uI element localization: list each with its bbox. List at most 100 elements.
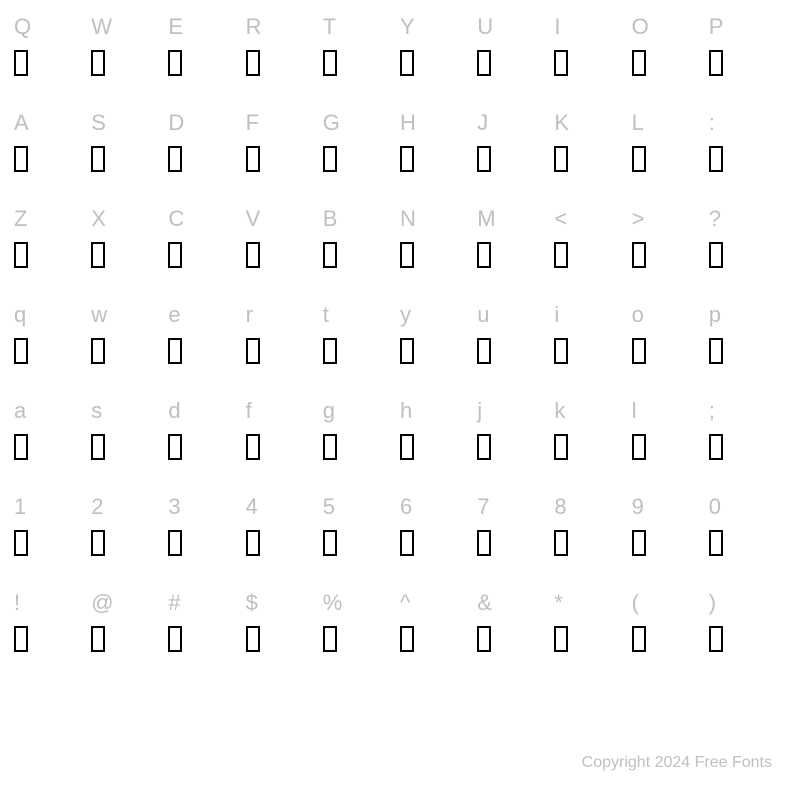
char-label: 5: [323, 496, 335, 520]
char-label: *: [554, 592, 563, 616]
char-cell: 4: [246, 496, 323, 556]
char-cell: 3: [168, 496, 245, 556]
glyph-box: [477, 338, 491, 364]
glyph-box: [709, 530, 723, 556]
char-cell: N: [400, 208, 477, 268]
char-label: ^: [400, 592, 410, 616]
char-label: O: [632, 16, 649, 40]
char-label: d: [168, 400, 180, 424]
char-row: a s d f g h j k l ;: [14, 400, 786, 460]
glyph-box: [709, 50, 723, 76]
glyph-box: [632, 242, 646, 268]
char-cell: X: [91, 208, 168, 268]
char-label: M: [477, 208, 495, 232]
glyph-box: [246, 50, 260, 76]
char-label: (: [632, 592, 639, 616]
glyph-box: [477, 242, 491, 268]
char-label: l: [632, 400, 637, 424]
char-label: g: [323, 400, 335, 424]
char-cell: u: [477, 304, 554, 364]
char-label: A: [14, 112, 29, 136]
char-label: F: [246, 112, 259, 136]
char-label: E: [168, 16, 183, 40]
char-cell: :: [709, 112, 786, 172]
char-label: Q: [14, 16, 31, 40]
char-cell: E: [168, 16, 245, 76]
char-label: S: [91, 112, 106, 136]
char-row: Z X C V B N M < > ?: [14, 208, 786, 268]
char-label: h: [400, 400, 412, 424]
char-row: Q W E R T Y U I O P: [14, 16, 786, 76]
glyph-box: [246, 338, 260, 364]
glyph-box: [246, 434, 260, 460]
char-label: @: [91, 592, 113, 616]
char-label: H: [400, 112, 416, 136]
char-cell: ?: [709, 208, 786, 268]
glyph-box: [323, 434, 337, 460]
glyph-box: [246, 530, 260, 556]
char-label: N: [400, 208, 416, 232]
glyph-box: [554, 146, 568, 172]
char-label: f: [246, 400, 252, 424]
char-cell: a: [14, 400, 91, 460]
char-cell: M: [477, 208, 554, 268]
char-cell: q: [14, 304, 91, 364]
char-cell: J: [477, 112, 554, 172]
char-cell: j: [477, 400, 554, 460]
char-label: 2: [91, 496, 103, 520]
glyph-box: [554, 338, 568, 364]
glyph-box: [91, 530, 105, 556]
char-cell: e: [168, 304, 245, 364]
glyph-box: [400, 242, 414, 268]
char-label: R: [246, 16, 262, 40]
char-label: s: [91, 400, 102, 424]
char-label: &: [477, 592, 492, 616]
char-cell: K: [554, 112, 631, 172]
glyph-box: [14, 242, 28, 268]
char-cell: P: [709, 16, 786, 76]
char-label: C: [168, 208, 184, 232]
glyph-box: [709, 146, 723, 172]
char-cell: #: [168, 592, 245, 652]
glyph-box: [246, 626, 260, 652]
char-label: 6: [400, 496, 412, 520]
char-label: y: [400, 304, 411, 328]
char-cell: Z: [14, 208, 91, 268]
char-cell: o: [632, 304, 709, 364]
glyph-box: [477, 626, 491, 652]
char-cell: W: [91, 16, 168, 76]
char-label: e: [168, 304, 180, 328]
char-cell: f: [246, 400, 323, 460]
glyph-box: [91, 146, 105, 172]
glyph-box: [14, 338, 28, 364]
glyph-box: [400, 434, 414, 460]
glyph-box: [168, 626, 182, 652]
char-label: Z: [14, 208, 27, 232]
char-label: ): [709, 592, 716, 616]
char-label: p: [709, 304, 721, 328]
glyph-box: [400, 50, 414, 76]
glyph-box: [477, 146, 491, 172]
char-cell: (: [632, 592, 709, 652]
char-cell: Q: [14, 16, 91, 76]
char-cell: B: [323, 208, 400, 268]
char-cell: %: [323, 592, 400, 652]
char-label: 7: [477, 496, 489, 520]
glyph-box: [400, 146, 414, 172]
char-label: !: [14, 592, 20, 616]
glyph-box: [91, 242, 105, 268]
glyph-box: [14, 50, 28, 76]
char-cell: y: [400, 304, 477, 364]
char-label: T: [323, 16, 336, 40]
char-cell: t: [323, 304, 400, 364]
glyph-box: [400, 626, 414, 652]
glyph-box: [554, 626, 568, 652]
char-cell: 5: [323, 496, 400, 556]
char-label: q: [14, 304, 26, 328]
char-cell: g: [323, 400, 400, 460]
char-label: j: [477, 400, 482, 424]
char-cell: r: [246, 304, 323, 364]
char-label: r: [246, 304, 253, 328]
glyph-box: [323, 146, 337, 172]
char-cell: l: [632, 400, 709, 460]
